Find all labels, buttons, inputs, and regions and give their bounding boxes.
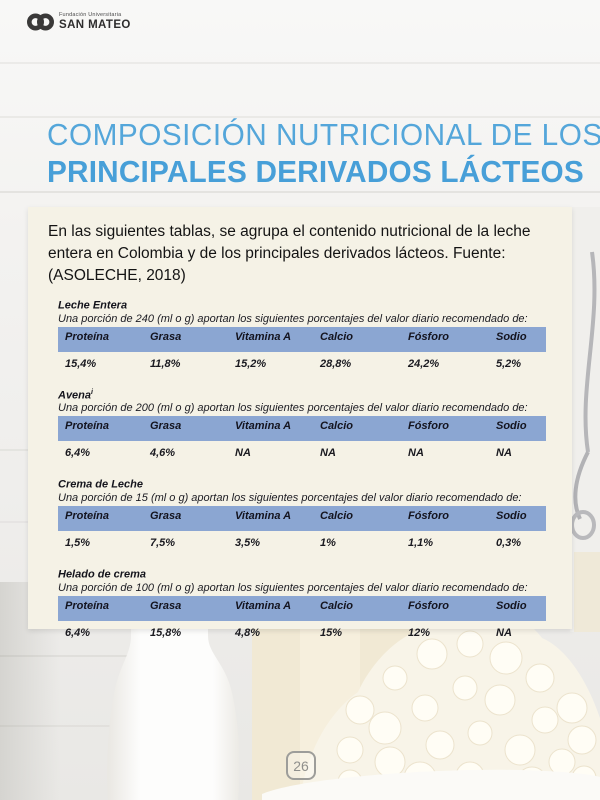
column-header: Vitamina A [235, 330, 292, 343]
table-title-text: Crema de Leche [58, 478, 143, 491]
column-header: Sodio [496, 330, 527, 343]
data-cell: 4,6% [150, 447, 176, 460]
table-data-row: 6,4% 15,8% 4,8% 15% 12% NA [58, 621, 546, 645]
logo-org-name: SAN MATEO [59, 18, 131, 31]
table-title: Leche Entera [58, 299, 546, 312]
data-cell: 1,5% [65, 536, 91, 549]
table-data-row: 1,5% 7,5% 3,5% 1% 1,1% 0,3% [58, 531, 546, 555]
column-header: Calcio [320, 420, 354, 433]
data-cell: 15,2% [235, 357, 267, 370]
data-cell: 15,4% [65, 357, 97, 370]
column-header: Fósforo [408, 330, 449, 343]
column-header: Proteína [65, 330, 110, 343]
column-header: Grasa [150, 509, 182, 522]
data-cell: 15% [320, 626, 343, 639]
dairy-photo-scene [0, 582, 600, 800]
table-title-text: Avena [58, 389, 92, 402]
data-cell: NA [496, 447, 512, 460]
column-header: Sodio [496, 599, 527, 612]
table-header-row: Proteína Grasa Vitamina A Calcio Fósforo… [58, 505, 546, 531]
column-header: Grasa [150, 599, 182, 612]
data-cell: NA [408, 447, 424, 460]
column-header: Fósforo [408, 509, 449, 522]
table-title: Crema de Leche [58, 478, 546, 491]
column-header: Proteína [65, 509, 110, 522]
wood-plank-line [0, 116, 600, 118]
table-title-text: Leche Entera [58, 299, 128, 312]
table-header-row: Proteína Grasa Vitamina A Calcio Fósforo… [58, 326, 546, 352]
column-header: Proteína [65, 599, 110, 612]
data-cell: 3,5% [235, 536, 261, 549]
data-cell: NA [320, 447, 336, 460]
content-panel: En las siguientes tablas, se agrupa el c… [28, 207, 572, 639]
data-cell: 1% [320, 536, 336, 549]
wood-plank-line [0, 191, 600, 193]
data-cell: 24,2% [408, 357, 440, 370]
nutrition-table: Proteína Grasa Vitamina A Calcio Fósforo… [58, 595, 546, 645]
table-subtitle: Una porción de 240 (ml o g) aportan los … [58, 312, 528, 325]
column-header: Sodio [496, 509, 527, 522]
nutrition-table: Proteína Grasa Vitamina A Calcio Fósforo… [58, 505, 546, 555]
page-title: COMPOSICIÓN NUTRICIONAL DE LOS PRINCIPAL… [47, 116, 600, 189]
page-title-line1: COMPOSICIÓN NUTRICIONAL DE LOS [47, 117, 600, 152]
page-title-line2: PRINCIPALES DERIVADOS LÁCTEOS [47, 153, 584, 189]
table-header-row: Proteína Grasa Vitamina A Calcio Fósforo… [58, 595, 546, 621]
cheese-bowl-photo [262, 769, 600, 800]
logo-org-small: Fundación Universitaria [59, 12, 122, 19]
table-header-row: Proteína Grasa Vitamina A Calcio Fósforo… [58, 416, 546, 442]
data-cell: 6,4% [65, 626, 91, 639]
data-cell: 1,1% [408, 536, 434, 549]
column-header: Vitamina A [235, 509, 292, 522]
data-cell: 6,4% [65, 447, 91, 460]
column-header: Sodio [496, 420, 527, 433]
org-logo: Fundación Universitaria SAN MATEO [27, 12, 131, 32]
column-header: Calcio [320, 599, 354, 612]
wood-plank-line [0, 62, 600, 64]
data-cell: NA [235, 447, 251, 460]
infinity-loops-icon [27, 12, 54, 32]
column-header: Calcio [320, 509, 354, 522]
data-cell: NA [496, 626, 512, 639]
table-data-row: 6,4% 4,6% NA NA NA NA [58, 441, 546, 465]
data-cell: 4,8% [235, 626, 261, 639]
bottle-clip-photo [570, 207, 600, 632]
nutrition-table: Proteína Grasa Vitamina A Calcio Fósforo… [58, 326, 546, 376]
table-subtitle: Una porción de 200 (ml o g) aportan los … [58, 402, 528, 415]
column-header: Vitamina A [235, 420, 292, 433]
table-title: Helado de crema [58, 568, 546, 581]
table-data-row: 15,4% 11,8% 15,2% 28,8% 24,2% 5,2% [58, 352, 546, 376]
table-subtitle: Una porción de 15 (ml o g) aportan los s… [58, 491, 522, 504]
column-header: Fósforo [408, 599, 449, 612]
table-section-leche-entera: Leche Entera Una porción de 240 (ml o g)… [58, 299, 546, 376]
column-header: Vitamina A [235, 599, 292, 612]
data-cell: 11,8% [150, 357, 181, 370]
column-header: Fósforo [408, 420, 449, 433]
column-header: Grasa [150, 330, 182, 343]
table-title: Avenai [58, 389, 546, 402]
table-section-avena: Avenai Una porción de 200 (ml o g) aport… [58, 389, 546, 466]
table-section-crema-de-leche: Crema de Leche Una porción de 15 (ml o g… [58, 478, 546, 555]
data-cell: 0,3% [496, 536, 522, 549]
intro-text: En las siguientes tablas, se agrupa el c… [48, 223, 531, 284]
table-section-helado-de-crema: Helado de crema Una porción de 100 (ml o… [58, 568, 546, 645]
data-cell: 28,8% [320, 357, 352, 370]
footnote-marker: i [91, 388, 93, 396]
column-header: Proteína [65, 420, 110, 433]
data-cell: 12% [408, 626, 431, 639]
data-cell: 7,5% [150, 536, 176, 549]
data-cell: 5,2% [496, 357, 522, 370]
page-number-badge: 26 [286, 751, 316, 780]
milk-bottle-photo [107, 624, 240, 800]
table-subtitle: Una porción de 100 (ml o g) aportan los … [58, 581, 528, 594]
column-header: Grasa [150, 420, 182, 433]
table-title-text: Helado de crema [58, 568, 147, 581]
column-header: Calcio [320, 330, 354, 343]
nutrition-table: Proteína Grasa Vitamina A Calcio Fósforo… [58, 416, 546, 465]
data-cell: 15,8% [150, 626, 182, 639]
